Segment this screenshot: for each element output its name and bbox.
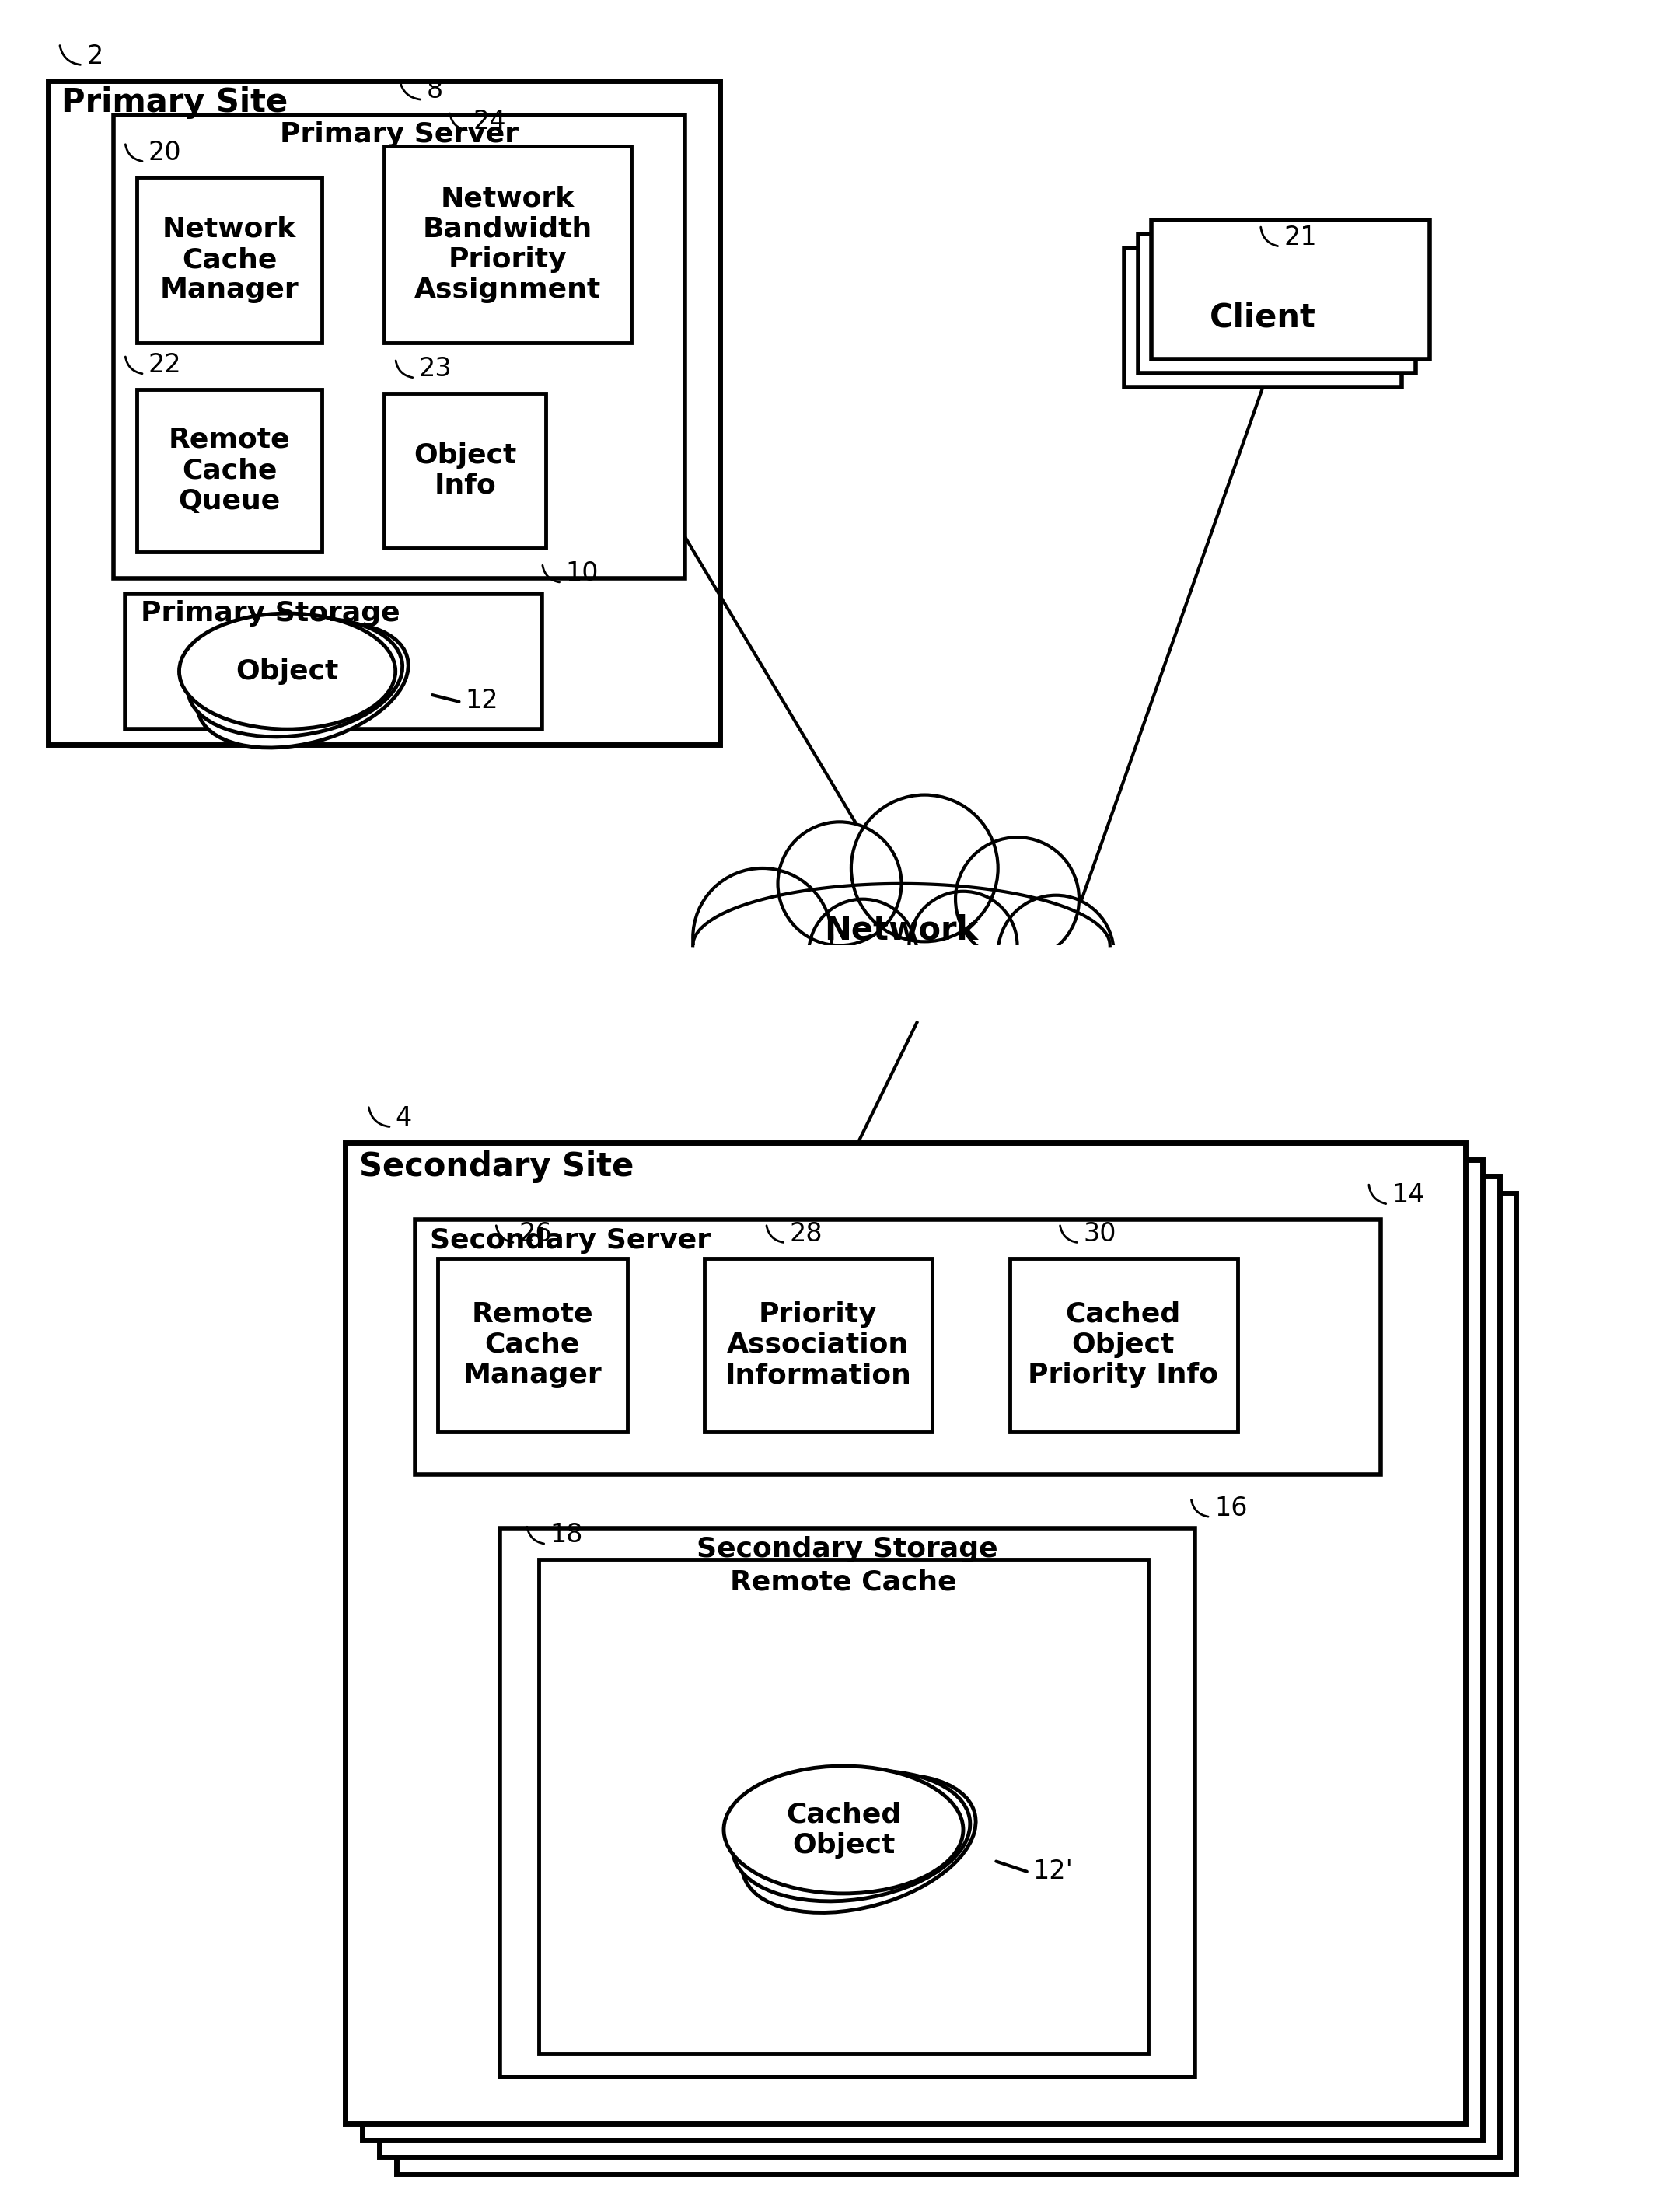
Text: 20: 20 (148, 139, 181, 165)
Bar (363, 1160, 1482, 2140)
Bar (1124, 247, 1401, 386)
Text: Secondary Storage: Secondary Storage (697, 1535, 998, 1562)
Text: Cached
Object
Priority Info: Cached Object Priority Info (1028, 1302, 1218, 1388)
Bar (438, 1257, 627, 1432)
Bar (1137, 234, 1416, 373)
Bar (114, 115, 685, 578)
Text: 30: 30 (1084, 1220, 1116, 1246)
Bar (124, 593, 543, 730)
Text: Primary Site: Primary Site (62, 86, 289, 119)
Text: Remote
Cache
Manager: Remote Cache Manager (462, 1302, 601, 1388)
Circle shape (956, 838, 1079, 962)
Text: Remote Cache: Remote Cache (731, 1568, 958, 1595)
Text: 2: 2 (86, 44, 102, 68)
Text: Network: Network (825, 913, 978, 946)
Circle shape (909, 891, 1018, 999)
Text: Priority
Association
Information: Priority Association Information (724, 1302, 911, 1388)
Text: 4: 4 (395, 1105, 412, 1132)
Bar (1010, 1257, 1238, 1432)
Text: Client: Client (1210, 302, 1315, 333)
Text: Cached
Object: Cached Object (786, 1802, 900, 1857)
Bar (136, 176, 323, 344)
Ellipse shape (180, 613, 395, 730)
Text: 14: 14 (1393, 1182, 1425, 1209)
Circle shape (852, 794, 998, 942)
Text: 6: 6 (956, 971, 973, 995)
Text: 12: 12 (465, 688, 499, 715)
Ellipse shape (724, 1767, 963, 1893)
Text: Object
Info: Object Info (413, 441, 516, 499)
Bar (385, 146, 632, 344)
Text: 10: 10 (566, 560, 598, 587)
Circle shape (692, 869, 832, 1008)
Text: Network
Bandwidth
Priority
Assignment: Network Bandwidth Priority Assignment (413, 185, 601, 304)
Text: Secondary Site: Secondary Site (360, 1149, 633, 1182)
Circle shape (998, 896, 1114, 1010)
Bar (499, 1529, 1194, 2076)
Text: Network
Cache
Manager: Network Cache Manager (160, 216, 299, 304)
Bar (385, 393, 546, 547)
Text: Primary Server: Primary Server (281, 121, 519, 148)
Bar (415, 1220, 1381, 1474)
Bar (704, 1257, 932, 1432)
Bar (1152, 221, 1430, 360)
Text: 23: 23 (418, 355, 452, 382)
Circle shape (808, 900, 917, 1008)
Ellipse shape (188, 618, 403, 737)
Text: 22: 22 (148, 353, 181, 377)
Bar (49, 79, 721, 746)
Bar (677, 946, 1126, 1015)
Bar (538, 1560, 1149, 2054)
Ellipse shape (743, 1776, 976, 1913)
Text: Primary Storage: Primary Storage (141, 600, 400, 627)
Text: 24: 24 (472, 108, 506, 135)
Text: Secondary Server: Secondary Server (430, 1227, 711, 1253)
Text: 8: 8 (427, 77, 444, 104)
Text: 16: 16 (1215, 1496, 1247, 1520)
Ellipse shape (197, 622, 408, 748)
Text: 21: 21 (1284, 225, 1317, 249)
Text: 12': 12' (1033, 1857, 1074, 1884)
Bar (396, 1193, 1517, 2175)
Bar (380, 1176, 1499, 2157)
Text: Remote
Cache
Queue: Remote Cache Queue (168, 426, 291, 514)
Text: 28: 28 (790, 1220, 823, 1246)
Circle shape (778, 823, 902, 946)
Bar (136, 390, 323, 552)
Text: 26: 26 (519, 1220, 553, 1246)
Text: Object: Object (235, 657, 339, 684)
Bar (346, 1143, 1465, 2122)
Ellipse shape (732, 1771, 969, 1902)
Text: 18: 18 (549, 1522, 583, 1549)
